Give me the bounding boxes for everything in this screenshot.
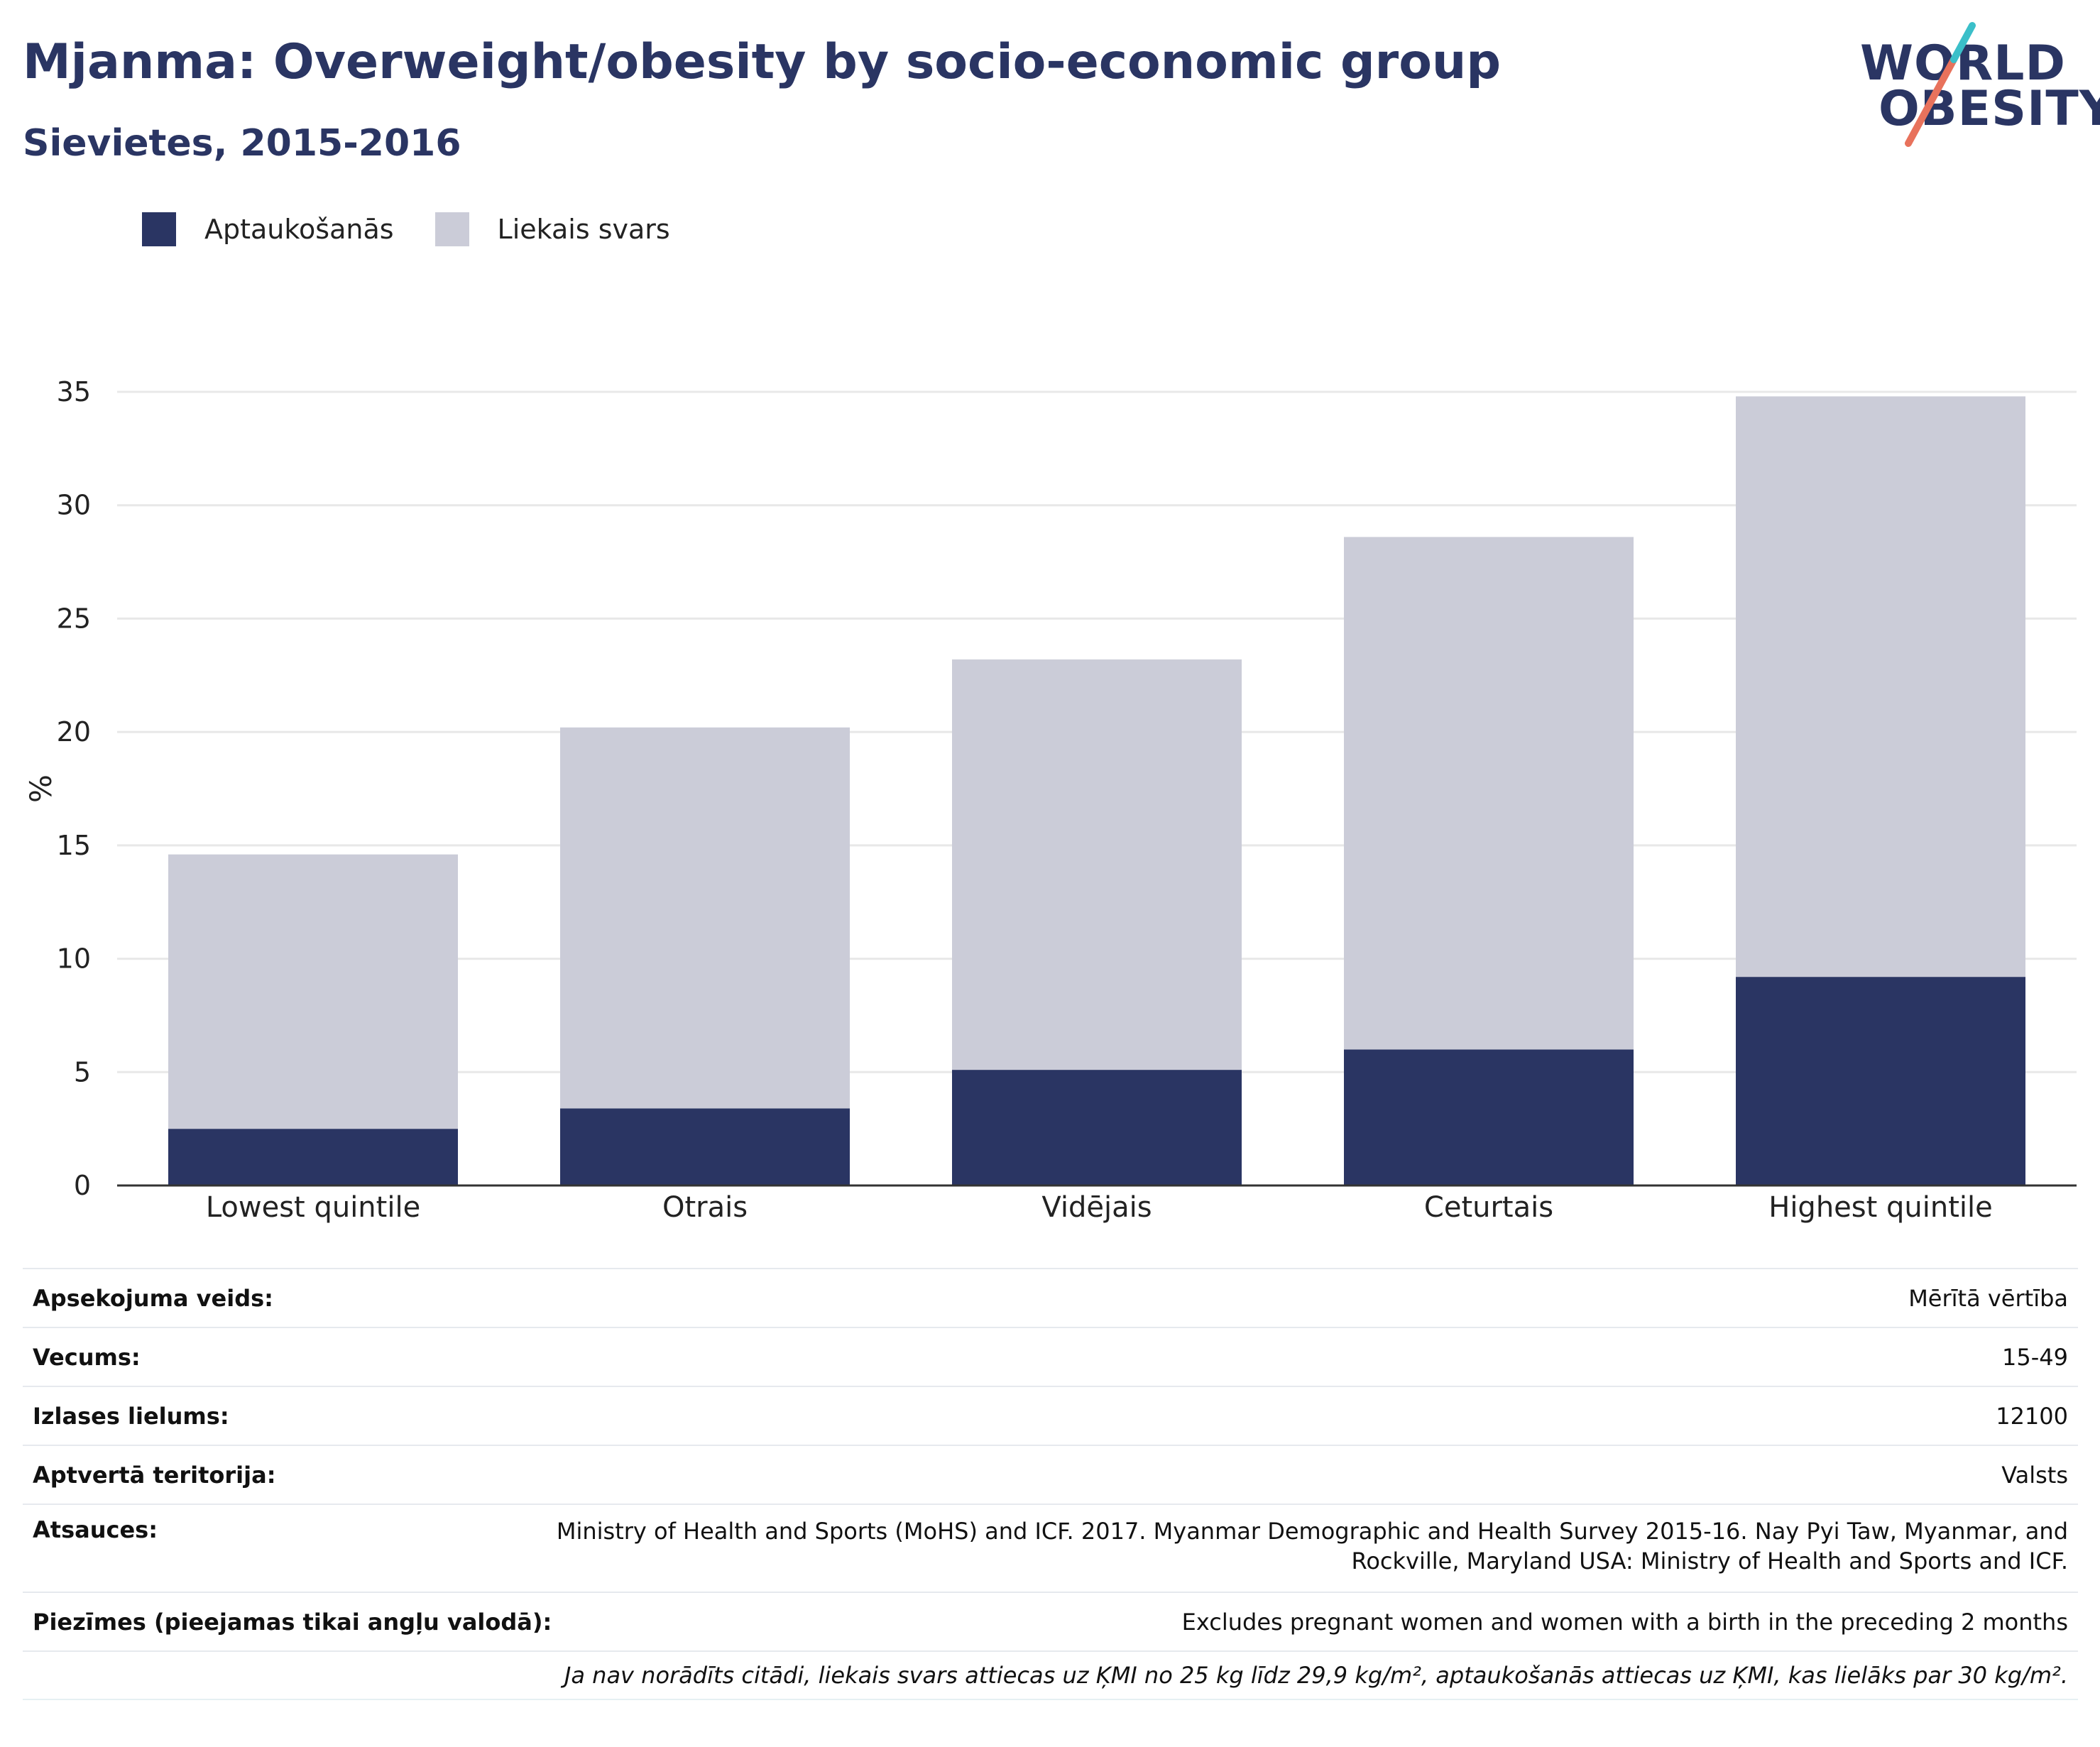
bar-overweight [168, 854, 458, 1129]
legend-swatch-overweight [434, 212, 469, 246]
y-tick-label: 20 [57, 716, 91, 747]
bar-overweight [1736, 396, 2025, 977]
bar-obesity [168, 1129, 458, 1185]
meta-label: Aptvertā teritorija: [33, 1461, 276, 1489]
y-tick-label: 0 [74, 1170, 91, 1201]
meta-value: Excludes pregnant women and women with a… [1181, 1608, 2068, 1636]
y-tick-label: 5 [74, 1056, 91, 1088]
bar-obesity [1344, 1049, 1634, 1185]
x-tick-label: Vidējais [1041, 1191, 1152, 1224]
stacked-bar-chart: 0 5 10 15 20 25 30 35% Lowest quintile Otrais Vidē… [23, 376, 2077, 1224]
legend-swatch-obesity [142, 212, 176, 246]
meta-row-notes: Piezīmes (pieejamas tikai angļu valodā):… [23, 1592, 2078, 1650]
bar-overweight [952, 659, 1242, 1070]
meta-label: Izlases lielums: [33, 1402, 229, 1430]
meta-row-references: Atsauces: Ministry of Health and Sports … [23, 1504, 2078, 1592]
meta-value: 15-49 [2002, 1343, 2068, 1371]
x-tick-label: Highest quintile [1768, 1191, 1993, 1224]
meta-row-coverage: Aptvertā teritorija: Valsts [23, 1445, 2078, 1504]
meta-row-footnote: Ja nav norādīts citādi, liekais svars at… [23, 1650, 2078, 1700]
legend-label-overweight: Liekais svars [497, 214, 670, 245]
y-tick-label: 25 [57, 603, 91, 634]
meta-label: Vecums: [33, 1343, 141, 1371]
logo-slash-icon [1905, 22, 1976, 147]
meta-row-sample-size: Izlases lielums: 12100 [23, 1386, 2078, 1445]
meta-row-age: Vecums: 15-49 [23, 1327, 2078, 1386]
meta-value: Valsts [2001, 1461, 2068, 1489]
y-tick-label: 30 [57, 490, 91, 521]
meta-label: Atsauces: [33, 1516, 158, 1543]
reference-line-2: Rockville, Maryland USA: Ministry of Hea… [1351, 1548, 2068, 1575]
bar-overweight [560, 727, 850, 1109]
meta-row-survey-type: Apsekojuma veids: Mērītā vērtība [23, 1268, 2078, 1327]
legend-item-obesity: Aptaukošanās [142, 212, 394, 246]
y-tick-label: 35 [57, 376, 91, 407]
footnote: Ja nav norādīts citādi, liekais svars at… [564, 1662, 2068, 1689]
x-tick-label: Otrais [662, 1191, 748, 1224]
y-tick-label: 10 [57, 943, 91, 975]
bar-overweight [1344, 537, 1634, 1050]
y-tick-label: 15 [57, 830, 91, 861]
chart-subtitle: Sievietes, 2015-2016 [23, 122, 461, 165]
bar-obesity [560, 1108, 850, 1185]
world-obesity-logo: WORLD OBESITY [1846, 21, 2100, 149]
x-tick-label: Lowest quintile [206, 1191, 420, 1224]
meta-value: 12100 [1996, 1402, 2068, 1430]
legend-item-overweight: Liekais svars [434, 212, 670, 246]
bar-obesity [1736, 977, 2025, 1185]
bar-obesity [952, 1070, 1242, 1185]
meta-value: Mērītā vērtība [1908, 1284, 2068, 1312]
chart-legend: Aptaukošanās Liekais svars [142, 212, 711, 247]
meta-value: Ministry of Health and Sports (MoHS) and… [557, 1516, 2068, 1576]
meta-label: Piezīmes (pieejamas tikai angļu valodā): [33, 1608, 552, 1636]
metadata-table: Apsekojuma veids: Mērītā vērtība Vecums:… [23, 1268, 2078, 1700]
reference-line-1: Ministry of Health and Sports (MoHS) and… [556, 1518, 2068, 1545]
y-axis-label: % [23, 774, 58, 803]
chart-title: Mjanma: Overweight/obesity by socio-econ… [23, 34, 1502, 90]
x-tick-label: Ceturtais [1424, 1191, 1553, 1224]
legend-label-obesity: Aptaukošanās [204, 214, 394, 245]
meta-label: Apsekojuma veids: [33, 1284, 273, 1312]
